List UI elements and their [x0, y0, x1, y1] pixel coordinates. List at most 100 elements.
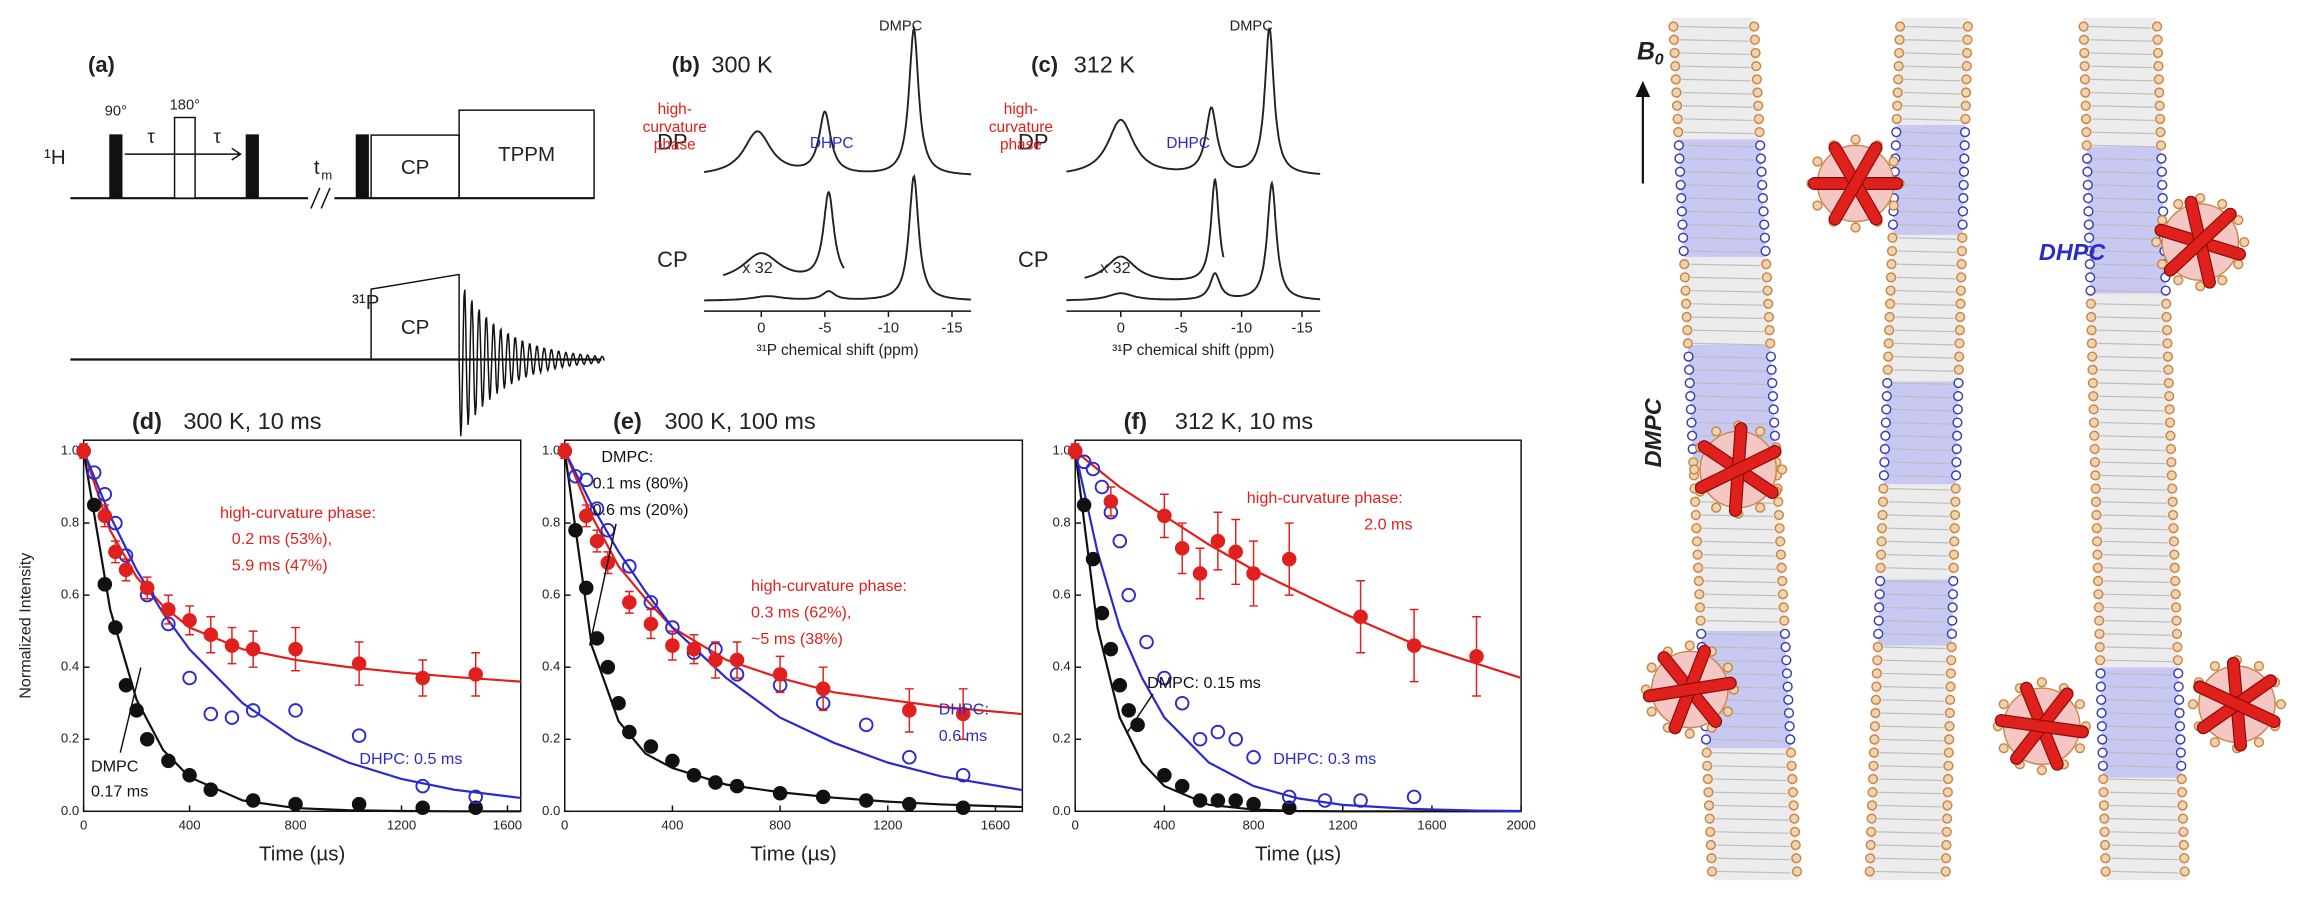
- lipid-head: [1780, 641, 1791, 653]
- lipid-head: [2155, 127, 2166, 138]
- lipid-tail: [1694, 356, 1766, 359]
- lipid-tail: [2101, 488, 2167, 491]
- trace-label: DP: [1018, 130, 1049, 155]
- data-point: [643, 595, 659, 610]
- y-tick-label: 0.0: [1052, 803, 1070, 818]
- lipid-head: [1870, 694, 1882, 705]
- lipid-tail: [1702, 527, 1774, 531]
- x-tick-label: 1600: [981, 817, 1010, 832]
- y-tick-label: 1.0: [61, 442, 79, 457]
- lipid-head: [1669, 47, 1680, 59]
- lipid-head: [2094, 628, 2105, 639]
- data-point: [1281, 551, 1297, 567]
- lipid-head: [2253, 737, 2265, 748]
- lipid-head: [2169, 549, 2180, 560]
- lipid-head: [1951, 443, 1962, 455]
- x-axis-label: Time (µs): [259, 843, 345, 866]
- lipid-head: [1878, 470, 1890, 481]
- lipid-tail: [2109, 778, 2176, 782]
- y-tick-label: 1.0: [542, 442, 560, 457]
- lipid-head: [1941, 839, 1952, 851]
- x-tick-label: 0: [1072, 817, 1079, 832]
- lipid-head: [2093, 602, 2104, 613]
- lipid-head: [2153, 61, 2164, 72]
- lipid-head: [2158, 206, 2169, 217]
- lipid-head: [1958, 193, 1969, 204]
- lipid-head: [1949, 509, 1961, 521]
- pulse-90: [355, 134, 369, 199]
- data-point: [772, 667, 788, 682]
- data-point: [643, 739, 659, 754]
- lipid-head: [1760, 245, 1771, 257]
- lipid-head: [2176, 773, 2187, 785]
- lipid-head: [1681, 311, 1692, 323]
- lipid-head: [2084, 245, 2095, 257]
- lipid-tail: [1884, 633, 1947, 636]
- lipid-tail: [1901, 157, 1959, 161]
- lipid-tail: [2100, 435, 2165, 438]
- data-point: [622, 724, 637, 740]
- data-point: [1103, 641, 1119, 657]
- mixing-label: t: [314, 156, 320, 179]
- lipid-head: [1873, 628, 1884, 639]
- lipid-head: [1789, 813, 1800, 824]
- lipid-head: [1880, 417, 1891, 428]
- lipid-head: [1787, 773, 1798, 785]
- lipid-head: [1865, 839, 1876, 851]
- lipid-head: [1765, 338, 1776, 349]
- lipid-head: [1671, 100, 1683, 111]
- lipid-tail: [2103, 580, 2170, 584]
- lipid-head: [1759, 232, 1771, 243]
- lipid-tail: [2093, 184, 2157, 188]
- lipid-head: [1954, 338, 1965, 349]
- lipid-head: [2086, 325, 2097, 336]
- lipid-tail: [2110, 831, 2178, 834]
- lipid-head: [2163, 377, 2174, 389]
- lipid-head: [1767, 391, 1779, 402]
- data-point: [288, 703, 303, 718]
- lipid-head: [1940, 866, 1951, 877]
- lipid-head: [1953, 364, 1964, 375]
- schematic-labels: B 0 DMPC DHPC: [1635, 38, 2106, 467]
- lipid-tail: [2092, 131, 2155, 135]
- lipid-head: [1773, 509, 1785, 521]
- lipid-tail: [1903, 105, 1960, 108]
- data-point: [468, 800, 483, 815]
- data-point: [1067, 443, 1083, 459]
- lipid-head: [1779, 615, 1790, 626]
- lipid-head: [1944, 734, 1955, 745]
- lipid-tail: [1904, 52, 1962, 56]
- lipid-head: [1749, 21, 1760, 32]
- lipid-head: [1998, 743, 2009, 754]
- annotation: 0.17 ms: [91, 783, 148, 801]
- x-tick-label: 800: [769, 817, 791, 832]
- annotation: 0.1 ms (80%): [593, 474, 689, 492]
- lipid-tail: [1703, 554, 1776, 557]
- lipid-head: [2088, 404, 2099, 415]
- lipid-head: [2165, 430, 2176, 441]
- lipid-head: [1761, 272, 1773, 283]
- field-sub: 0: [1655, 51, 1664, 69]
- lipid-head: [2173, 668, 2184, 679]
- lipid-tail: [2096, 303, 2161, 306]
- data-point: [1210, 533, 1226, 549]
- lipid-head: [2092, 575, 2104, 587]
- data-point: [351, 656, 367, 671]
- data-point: [161, 753, 176, 769]
- lipid-tail: [2104, 606, 2171, 610]
- lipid-tail: [2101, 501, 2167, 504]
- lipid-head: [2098, 800, 2110, 811]
- lipid-head: [1683, 351, 1694, 362]
- block-label: CP: [401, 316, 430, 339]
- lipid-head: [1869, 734, 1880, 745]
- lipid-head: [1940, 853, 1952, 864]
- lipid-head: [2168, 523, 2179, 534]
- lipid-tail: [1679, 39, 1750, 42]
- lipid-head: [2174, 721, 2186, 732]
- lipid-tail: [1880, 738, 1944, 742]
- lipid-tail: [2100, 448, 2166, 452]
- lipid-head: [1873, 615, 1884, 626]
- lipid-head: [2161, 311, 2172, 323]
- lipid-head: [2086, 311, 2097, 323]
- data-point: [1210, 724, 1226, 740]
